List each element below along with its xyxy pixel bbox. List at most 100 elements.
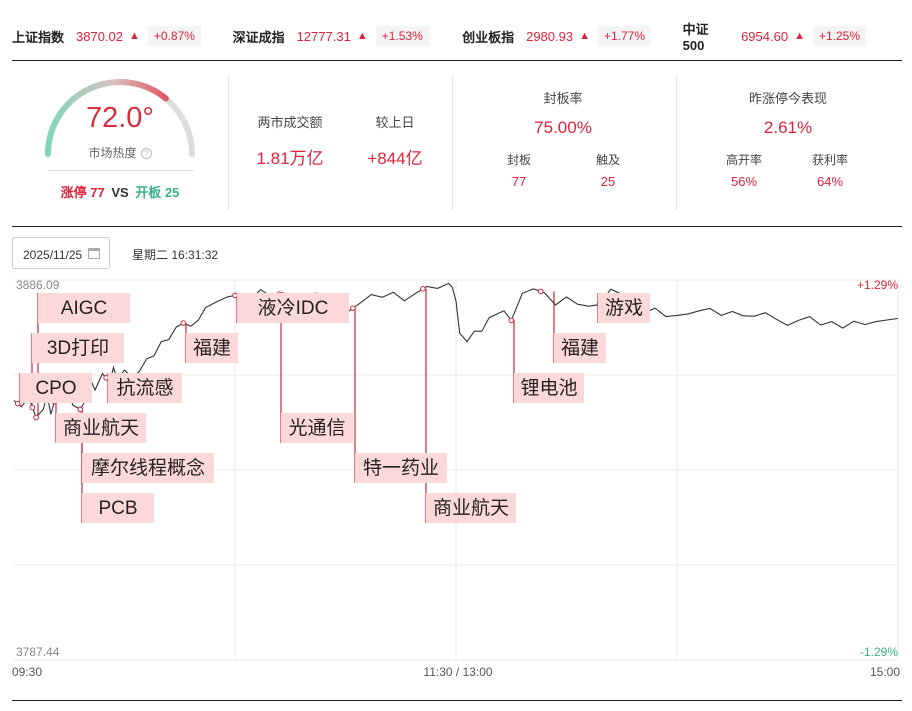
annotation-label[interactable]: 特一药业 [355, 453, 447, 483]
annotation-label[interactable]: PCB [82, 493, 154, 523]
high-open-label: 高开率 [725, 153, 762, 167]
x-tick-label: 15:00 [870, 665, 900, 679]
annotation-label-bg [186, 333, 238, 363]
touched-value: 25 [600, 174, 616, 189]
vs-label: VS [111, 185, 129, 200]
annotation-label-bg [82, 453, 214, 483]
annotation-label-bg [355, 453, 447, 483]
heat-gauge-icon [45, 79, 195, 157]
annotation-label-text: 商业航天 [63, 417, 139, 439]
yesterday-limit-value: 2.61% [763, 118, 813, 137]
annotation-marker [232, 292, 238, 299]
divider [228, 76, 229, 210]
high-open-value: 56% [730, 174, 758, 189]
annotation-label[interactable]: 锂电池 [514, 373, 584, 403]
annotation-label[interactable]: 福建 [554, 333, 606, 363]
annotation-label[interactable]: 商业航天 [426, 493, 516, 523]
annotation-label[interactable]: 福建 [186, 333, 238, 363]
limit-up-count: 77 [90, 185, 105, 200]
annotation-label[interactable]: 3D打印 [32, 333, 124, 363]
annotation-label-text: 商业航天 [433, 497, 509, 519]
index-name: 上证指数 [12, 29, 65, 45]
index-price-line [13, 282, 899, 419]
weekday-time: 星期二 16:31:32 [132, 248, 219, 262]
annotation-marker [180, 320, 187, 326]
annotation-label-text: 游戏 [605, 297, 643, 319]
right-axis-top-label: +1.29% [857, 278, 898, 292]
annotation-label-text: 3D打印 [47, 337, 109, 359]
annotation-marker [33, 414, 39, 421]
annotation-label[interactable]: 抗流感 [108, 373, 182, 403]
touched-label: 触及 [595, 153, 620, 167]
index-change-badge: +1.77% [597, 26, 652, 46]
up-arrow-icon: ▲ [579, 30, 590, 42]
index-ticker-bar: 上证指数 3870.02 ▲ +0.87% 深证成指 12777.31 ▲ +1… [12, 18, 902, 54]
question-circle-icon[interactable]: ? [140, 148, 152, 160]
annotation-label-text: 福建 [561, 337, 599, 359]
market-heat-panel: 72.0° 市场热度? 涨停 77 VS 开板 25 [30, 72, 210, 204]
index-item-shenzhen[interactable]: 深证成指 12777.31 ▲ +1.53% [233, 26, 447, 46]
sealed-value: 77 [511, 174, 527, 189]
index-change-badge: +0.87% [147, 26, 201, 46]
index-value: 12777.31 [296, 28, 351, 44]
annotation-label-text: 光通信 [288, 417, 345, 439]
turnover-compare-label: 较上日 [375, 115, 415, 130]
yesterday-limit-label: 昨涨停今表现 [748, 91, 827, 106]
annotation-label[interactable]: 游戏 [598, 293, 650, 323]
annotation-marker [77, 406, 84, 413]
heat-label: 市场热度 [88, 146, 137, 160]
annotation-marker [350, 305, 356, 312]
annotation-label-text: PCB [98, 498, 137, 519]
divider [676, 76, 677, 210]
annotation-marker [103, 375, 109, 381]
index-item-csi500[interactable]: 中证500 6954.60 ▲ +1.25% [683, 19, 867, 53]
heat-label-row: 市场热度? [30, 144, 210, 161]
annotation-marker [29, 404, 36, 411]
seal-rate-value: 75.00% [534, 118, 592, 137]
sealed-label: 封板 [506, 153, 531, 167]
annotation-label-text: 抗流感 [116, 377, 173, 399]
seal-rate-label: 封板率 [543, 91, 583, 106]
annotation-label-bg [38, 293, 130, 323]
y-axis-bottom-label: 3787.44 [16, 645, 60, 659]
annotation-label[interactable]: 摩尔线程概念 [82, 453, 214, 483]
index-value: 3870.02 [76, 28, 124, 44]
profit-value: 64% [816, 174, 844, 189]
annotation-label-text: CPO [35, 378, 76, 399]
annotation-label-bg [598, 293, 650, 323]
index-item-chinext[interactable]: 创业板指 2980.93 ▲ +1.77% [462, 26, 671, 46]
annotation-label-bg [426, 493, 516, 523]
annotation-label[interactable]: 光通信 [281, 413, 353, 443]
reopen-count: 25 [164, 185, 180, 200]
up-arrow-icon: ▲ [129, 30, 140, 42]
heat-temperature: 72.0° [85, 102, 155, 134]
annotation-label[interactable]: AIGC [38, 293, 130, 323]
annotation-marker [537, 288, 544, 295]
annotation-label-bg [514, 373, 584, 403]
annotation-marker [420, 286, 426, 292]
annotation-stems [19, 288, 599, 523]
annotation-label[interactable]: 商业航天 [56, 413, 146, 443]
annotation-label-bg [20, 373, 92, 403]
annotation-label-text: 锂电池 [520, 377, 577, 399]
index-value: 2980.93 [526, 28, 574, 44]
annotation-label-text: 特一药业 [363, 457, 439, 479]
right-axis-bottom-label: -1.29% [860, 645, 898, 659]
up-arrow-icon: ▲ [794, 30, 805, 42]
divider [452, 76, 453, 210]
divider [12, 60, 902, 61]
annotation-label[interactable]: CPO [20, 373, 92, 403]
annotation-label-bg [82, 493, 154, 523]
x-tick-label: 11:30 / 13:00 [423, 665, 492, 679]
annotation-label-text: AIGC [61, 298, 107, 319]
index-name: 深证成指 [232, 29, 285, 45]
annotation-label-text: 福建 [193, 337, 231, 359]
index-change-badge: +1.25% [812, 26, 867, 46]
annotation-label[interactable]: 液冷IDC [237, 293, 349, 323]
annotation-label-bg [32, 333, 124, 363]
index-item-shanghai[interactable]: 上证指数 3870.02 ▲ +0.87% [12, 26, 221, 46]
date-picker[interactable]: 2025/11/25 [12, 237, 110, 269]
annotation-label-bg [554, 333, 606, 363]
